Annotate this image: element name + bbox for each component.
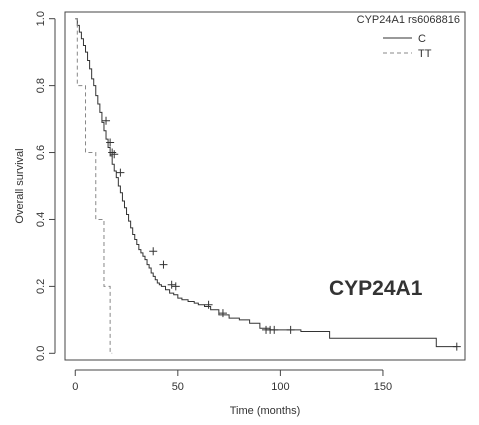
axis-ticks: 0 50 100 150 0.0 0.2 0.4 0.6 0.8 1.0 xyxy=(35,11,392,393)
y-tick-label: 0.2 xyxy=(35,279,47,294)
y-axis-label: Overall survival xyxy=(14,148,26,223)
gene-annotation: CYP24A1 xyxy=(329,277,423,300)
x-axis-label: Time (months) xyxy=(230,405,301,417)
legend-label-tt: TT xyxy=(418,48,432,60)
censor-mark xyxy=(286,325,295,334)
censor-mark xyxy=(149,247,158,256)
censor-mark xyxy=(167,280,176,289)
y-tick-label: 0.0 xyxy=(35,346,47,361)
censor-mark xyxy=(106,138,115,147)
censor-mark xyxy=(270,325,279,334)
censor-mark xyxy=(108,148,117,157)
legend: CYP24A1 rs6068816 C TT xyxy=(357,14,460,60)
censor-mark xyxy=(110,150,119,159)
legend-title: CYP24A1 rs6068816 xyxy=(357,14,460,26)
censor-mark xyxy=(452,342,461,351)
x-tick-label: 0 xyxy=(72,381,78,393)
y-tick-label: 0.8 xyxy=(35,78,47,93)
censor-mark xyxy=(218,309,227,318)
censor-mark xyxy=(102,116,111,125)
censor-mark xyxy=(159,260,168,269)
censor-mark xyxy=(171,282,180,291)
y-tick-label: 0.4 xyxy=(35,212,47,227)
legend-label-c: C xyxy=(418,33,426,45)
series-line-c xyxy=(75,18,457,348)
series-layer xyxy=(75,18,461,354)
series-line-tt xyxy=(75,18,113,354)
y-tick-label: 0.6 xyxy=(35,145,47,160)
censor-mark xyxy=(204,300,213,309)
y-tick-label: 1.0 xyxy=(35,11,47,26)
x-tick-label: 100 xyxy=(271,381,289,393)
x-tick-label: 150 xyxy=(374,381,392,393)
censor-mark xyxy=(116,168,125,177)
plot-frame xyxy=(64,11,466,361)
x-tick-label: 50 xyxy=(172,381,184,393)
